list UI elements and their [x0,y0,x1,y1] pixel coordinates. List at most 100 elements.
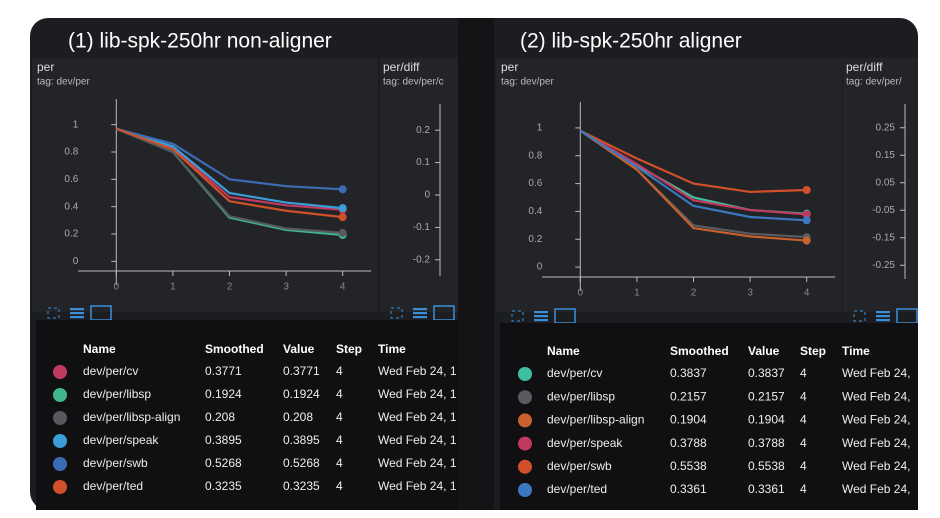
panel-title: (1) lib-spk-250hr non-aligner [68,30,332,53]
x-tick-label: 0 [578,288,584,299]
cell: Wed Feb 24, 1 [378,433,457,447]
series-swatch [518,367,532,381]
list-icon[interactable] [534,319,548,322]
y-tick-label: 0.8 [64,147,78,158]
end-point [338,204,347,213]
side-tick-label: -0.2 [413,254,431,265]
list-icon[interactable] [70,308,84,311]
x-tick-label: 1 [634,288,640,299]
cell: 0.1924 [205,387,242,401]
fit-icon[interactable] [853,310,866,322]
series-line [579,129,807,242]
end-point [802,236,811,245]
side-tick-label: 0.15 [876,150,896,161]
series-line [115,127,343,219]
list-icon[interactable] [70,316,84,319]
series-name: dev/per/libsp-align [547,413,644,427]
series-swatch [518,436,532,451]
side-tick-label: 0.1 [416,157,430,168]
cell: 4 [800,459,807,473]
cell: Wed Feb 24, [842,482,910,496]
column-header: Step [800,344,826,358]
y-tick-label: 0.2 [528,234,542,245]
fit-icon[interactable] [511,310,524,322]
side-tick-label: 0 [424,190,430,201]
cell: 0.208 [283,410,313,424]
cell: 0.1904 [670,413,707,427]
fit-icon[interactable] [390,307,403,319]
series-line [116,127,343,191]
chart-tag: tag: dev/per [501,77,554,88]
column-header: Value [748,344,780,358]
cell: 0.5268 [205,456,242,470]
cell: 0.208 [205,410,235,424]
list-icon[interactable] [413,316,427,319]
cell: Wed Feb 24, 1 [378,364,457,378]
x-tick-label: 4 [804,288,810,299]
y-tick-label: 0.4 [528,206,542,217]
chart-tag: tag: dev/per [37,77,90,88]
series-swatch [518,483,532,497]
column-header: Time [378,342,406,356]
end-point [802,186,811,195]
x-tick-label: 0 [114,282,120,293]
list-icon[interactable] [876,311,890,314]
side-tick-label: -0.1 [413,222,431,233]
cell: 0.3361 [670,482,707,496]
series-name: dev/per/libsp-align [83,410,180,424]
chart-title: per [37,60,54,74]
y-tick-label: 1 [537,123,543,134]
panel-title: (2) lib-spk-250hr aligner [520,30,742,53]
cell: 4 [800,436,807,450]
list-icon[interactable] [413,312,427,315]
list-icon[interactable] [534,315,548,318]
chart-area [32,58,378,312]
column-header: Value [283,342,315,356]
table-area [500,323,918,510]
cell: 4 [336,479,343,493]
list-icon[interactable] [534,311,548,314]
column-header: Name [83,342,116,356]
series-swatch [518,413,532,428]
side-tick-label: -0.05 [872,205,895,216]
x-tick-label: 2 [227,282,233,293]
cell: 0.3895 [205,433,242,447]
cell: Wed Feb 24, 1 [378,479,457,493]
y-tick-label: 0 [73,256,79,267]
divider [458,18,494,510]
list-icon[interactable] [413,308,427,311]
cell: 0.3837 [670,366,707,380]
series-line [579,129,807,222]
series-swatch [53,365,67,379]
column-header: Smoothed [205,342,264,356]
cell: Wed Feb 24, [842,413,910,427]
cell: 0.5538 [748,459,785,473]
table-area [36,320,458,510]
column-header: Smoothed [670,344,729,358]
side-tick-label: 0.2 [416,125,430,136]
side-area [380,58,458,312]
cell: Wed Feb 24, [842,389,910,403]
end-point [338,228,347,237]
cell: 0.1924 [283,387,320,401]
side-chart-tag: tag: dev/per/ [846,77,902,88]
fit-icon[interactable] [47,307,60,319]
side-tick-label: 0.25 [876,122,896,133]
series-line [579,129,807,194]
cell: 0.2157 [748,389,785,403]
y-tick-label: 0 [537,262,543,273]
cell: 4 [336,387,343,401]
cell: Wed Feb 24, [842,436,910,450]
series-name: dev/per/ted [83,479,143,493]
cell: 0.3361 [748,482,785,496]
list-icon[interactable] [876,319,890,322]
list-icon[interactable] [70,312,84,315]
series-name: dev/per/libsp [547,389,615,403]
column-header: Time [842,344,870,358]
cell: Wed Feb 24, [842,366,910,380]
x-tick-label: 4 [340,282,346,293]
list-icon[interactable] [876,315,890,318]
series-line [579,129,807,216]
series-swatch [53,411,67,425]
cell: 4 [800,413,807,427]
